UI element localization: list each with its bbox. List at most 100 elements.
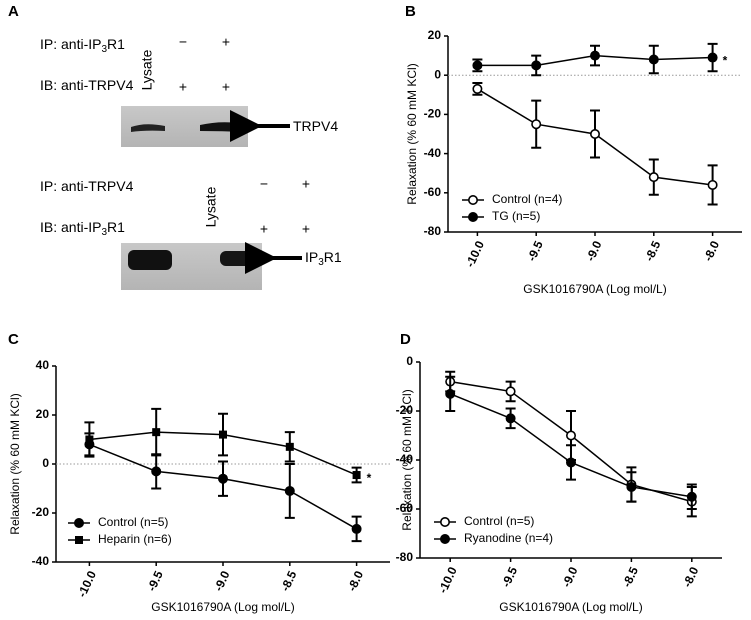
ip-label-part: 3	[101, 44, 107, 55]
ip-mark: −	[179, 34, 187, 50]
x-tick-label: -8.5	[642, 238, 664, 263]
data-point	[351, 523, 362, 534]
y-tick-label: -40	[32, 554, 50, 568]
y-tick-label: -40	[396, 452, 414, 466]
data-point	[151, 466, 162, 477]
data-point	[648, 54, 659, 65]
data-point	[445, 388, 456, 399]
x-tick-label: -10.0	[463, 238, 487, 269]
y-tick-label: 0	[406, 354, 413, 368]
x-tick-label: -10.0	[75, 568, 99, 599]
blot-band	[131, 124, 165, 132]
legend-marker	[74, 517, 85, 528]
ip-label: IP: anti-TRPV4	[40, 178, 134, 194]
y-tick-label: -60	[424, 185, 442, 199]
legend-label: Ryanodine (n=4)	[464, 531, 553, 545]
panel-label: D	[400, 331, 411, 348]
ip-label-part: IP: anti-TRPV4	[40, 178, 134, 194]
ib-label-part: IB: anti-TRPV4	[40, 77, 134, 93]
data-point	[707, 179, 718, 190]
x-tick-label: -8.0	[701, 238, 723, 263]
data-point	[505, 413, 516, 424]
data-point	[626, 481, 637, 492]
x-tick-label: -9.0	[583, 238, 605, 263]
x-tick-label: -8.0	[680, 564, 702, 589]
y-axis-label: Relaxation (% 60 mM KCl)	[405, 63, 419, 204]
legend-marker	[439, 516, 450, 527]
legend-marker	[467, 195, 478, 206]
ib-mark: +	[179, 79, 187, 95]
x-tick-label: -8.5	[620, 564, 642, 589]
legend-marker	[467, 212, 478, 223]
annotation: *	[723, 54, 728, 68]
ib-label: IB: anti-TRPV4	[40, 77, 134, 93]
panel-label: A	[8, 3, 19, 20]
band-label-part: 3	[318, 257, 324, 268]
data-point	[285, 442, 294, 451]
ip-mark: −	[260, 176, 268, 192]
y-tick-label: -20	[32, 505, 50, 519]
ip-mark: +	[302, 176, 310, 192]
blot-band	[128, 250, 172, 270]
legend-marker	[75, 536, 83, 544]
legend-marker	[439, 533, 450, 544]
ib-mark: +	[302, 221, 310, 237]
data-point	[472, 83, 483, 94]
ib-label-part: 3	[101, 227, 107, 238]
ip-label-part: R1	[107, 36, 125, 52]
y-axis-label: Relaxation (% 60 mM KCl)	[8, 393, 22, 534]
ip-label: IP: anti-IP3R1	[40, 36, 125, 55]
band-label: TRPV4	[293, 118, 338, 134]
ip-mark: +	[222, 34, 230, 50]
blot-band	[220, 251, 260, 266]
x-axis-label: GSK1016790A (Log mol/L)	[499, 600, 642, 614]
y-tick-label: 0	[434, 67, 441, 81]
annotation: *	[367, 471, 372, 485]
data-point	[707, 52, 718, 63]
y-tick-label: -60	[396, 501, 414, 515]
panel-label: C	[8, 331, 19, 348]
data-point	[531, 119, 542, 130]
legend-label: Heparin (n=6)	[98, 532, 172, 546]
x-tick-label: -8.0	[345, 568, 367, 593]
legend-label: Control (n=4)	[492, 192, 562, 206]
y-tick-label: 0	[42, 456, 49, 470]
data-point	[589, 129, 600, 140]
data-point	[219, 430, 227, 439]
ib-label-part: IB: anti-IP	[40, 219, 101, 235]
x-tick-label: -10.0	[436, 564, 460, 595]
band-label: IP3R1	[305, 249, 342, 268]
band-label-part: R1	[324, 249, 342, 265]
legend-label: Control (n=5)	[98, 515, 168, 529]
x-tick-label: -9.5	[524, 238, 546, 263]
legend-label: Control (n=5)	[464, 514, 534, 528]
data-point	[648, 172, 659, 183]
data-point	[284, 485, 295, 496]
x-tick-label: -8.5	[278, 568, 300, 593]
ip-label-part: IP: anti-IP	[40, 36, 101, 52]
y-tick-label: -20	[396, 403, 414, 417]
lane-label: Lysate	[203, 186, 219, 227]
y-tick-label: -80	[424, 224, 442, 238]
y-tick-label: -40	[424, 146, 442, 160]
data-point	[152, 428, 161, 437]
y-tick-label: 20	[428, 28, 442, 42]
y-tick-label: -20	[424, 107, 442, 121]
data-point	[218, 473, 229, 484]
ib-label: IB: anti-IP3R1	[40, 219, 125, 238]
data-point	[531, 60, 542, 71]
band-label-part: TRPV4	[293, 118, 338, 134]
data-point	[565, 457, 576, 468]
band-label-part: IP	[305, 249, 318, 265]
data-point	[85, 435, 94, 444]
y-tick-label: 40	[36, 358, 50, 372]
y-axis-label: Relaxation (% 60 mM KCl)	[400, 389, 414, 530]
x-tick-label: -9.5	[499, 564, 521, 589]
data-point	[686, 491, 697, 502]
legend-label: TG (n=5)	[492, 209, 540, 223]
data-point	[472, 60, 483, 71]
ib-mark: +	[260, 221, 268, 237]
lane-label: Lysate	[139, 49, 155, 90]
x-tick-label: -9.5	[144, 568, 166, 593]
